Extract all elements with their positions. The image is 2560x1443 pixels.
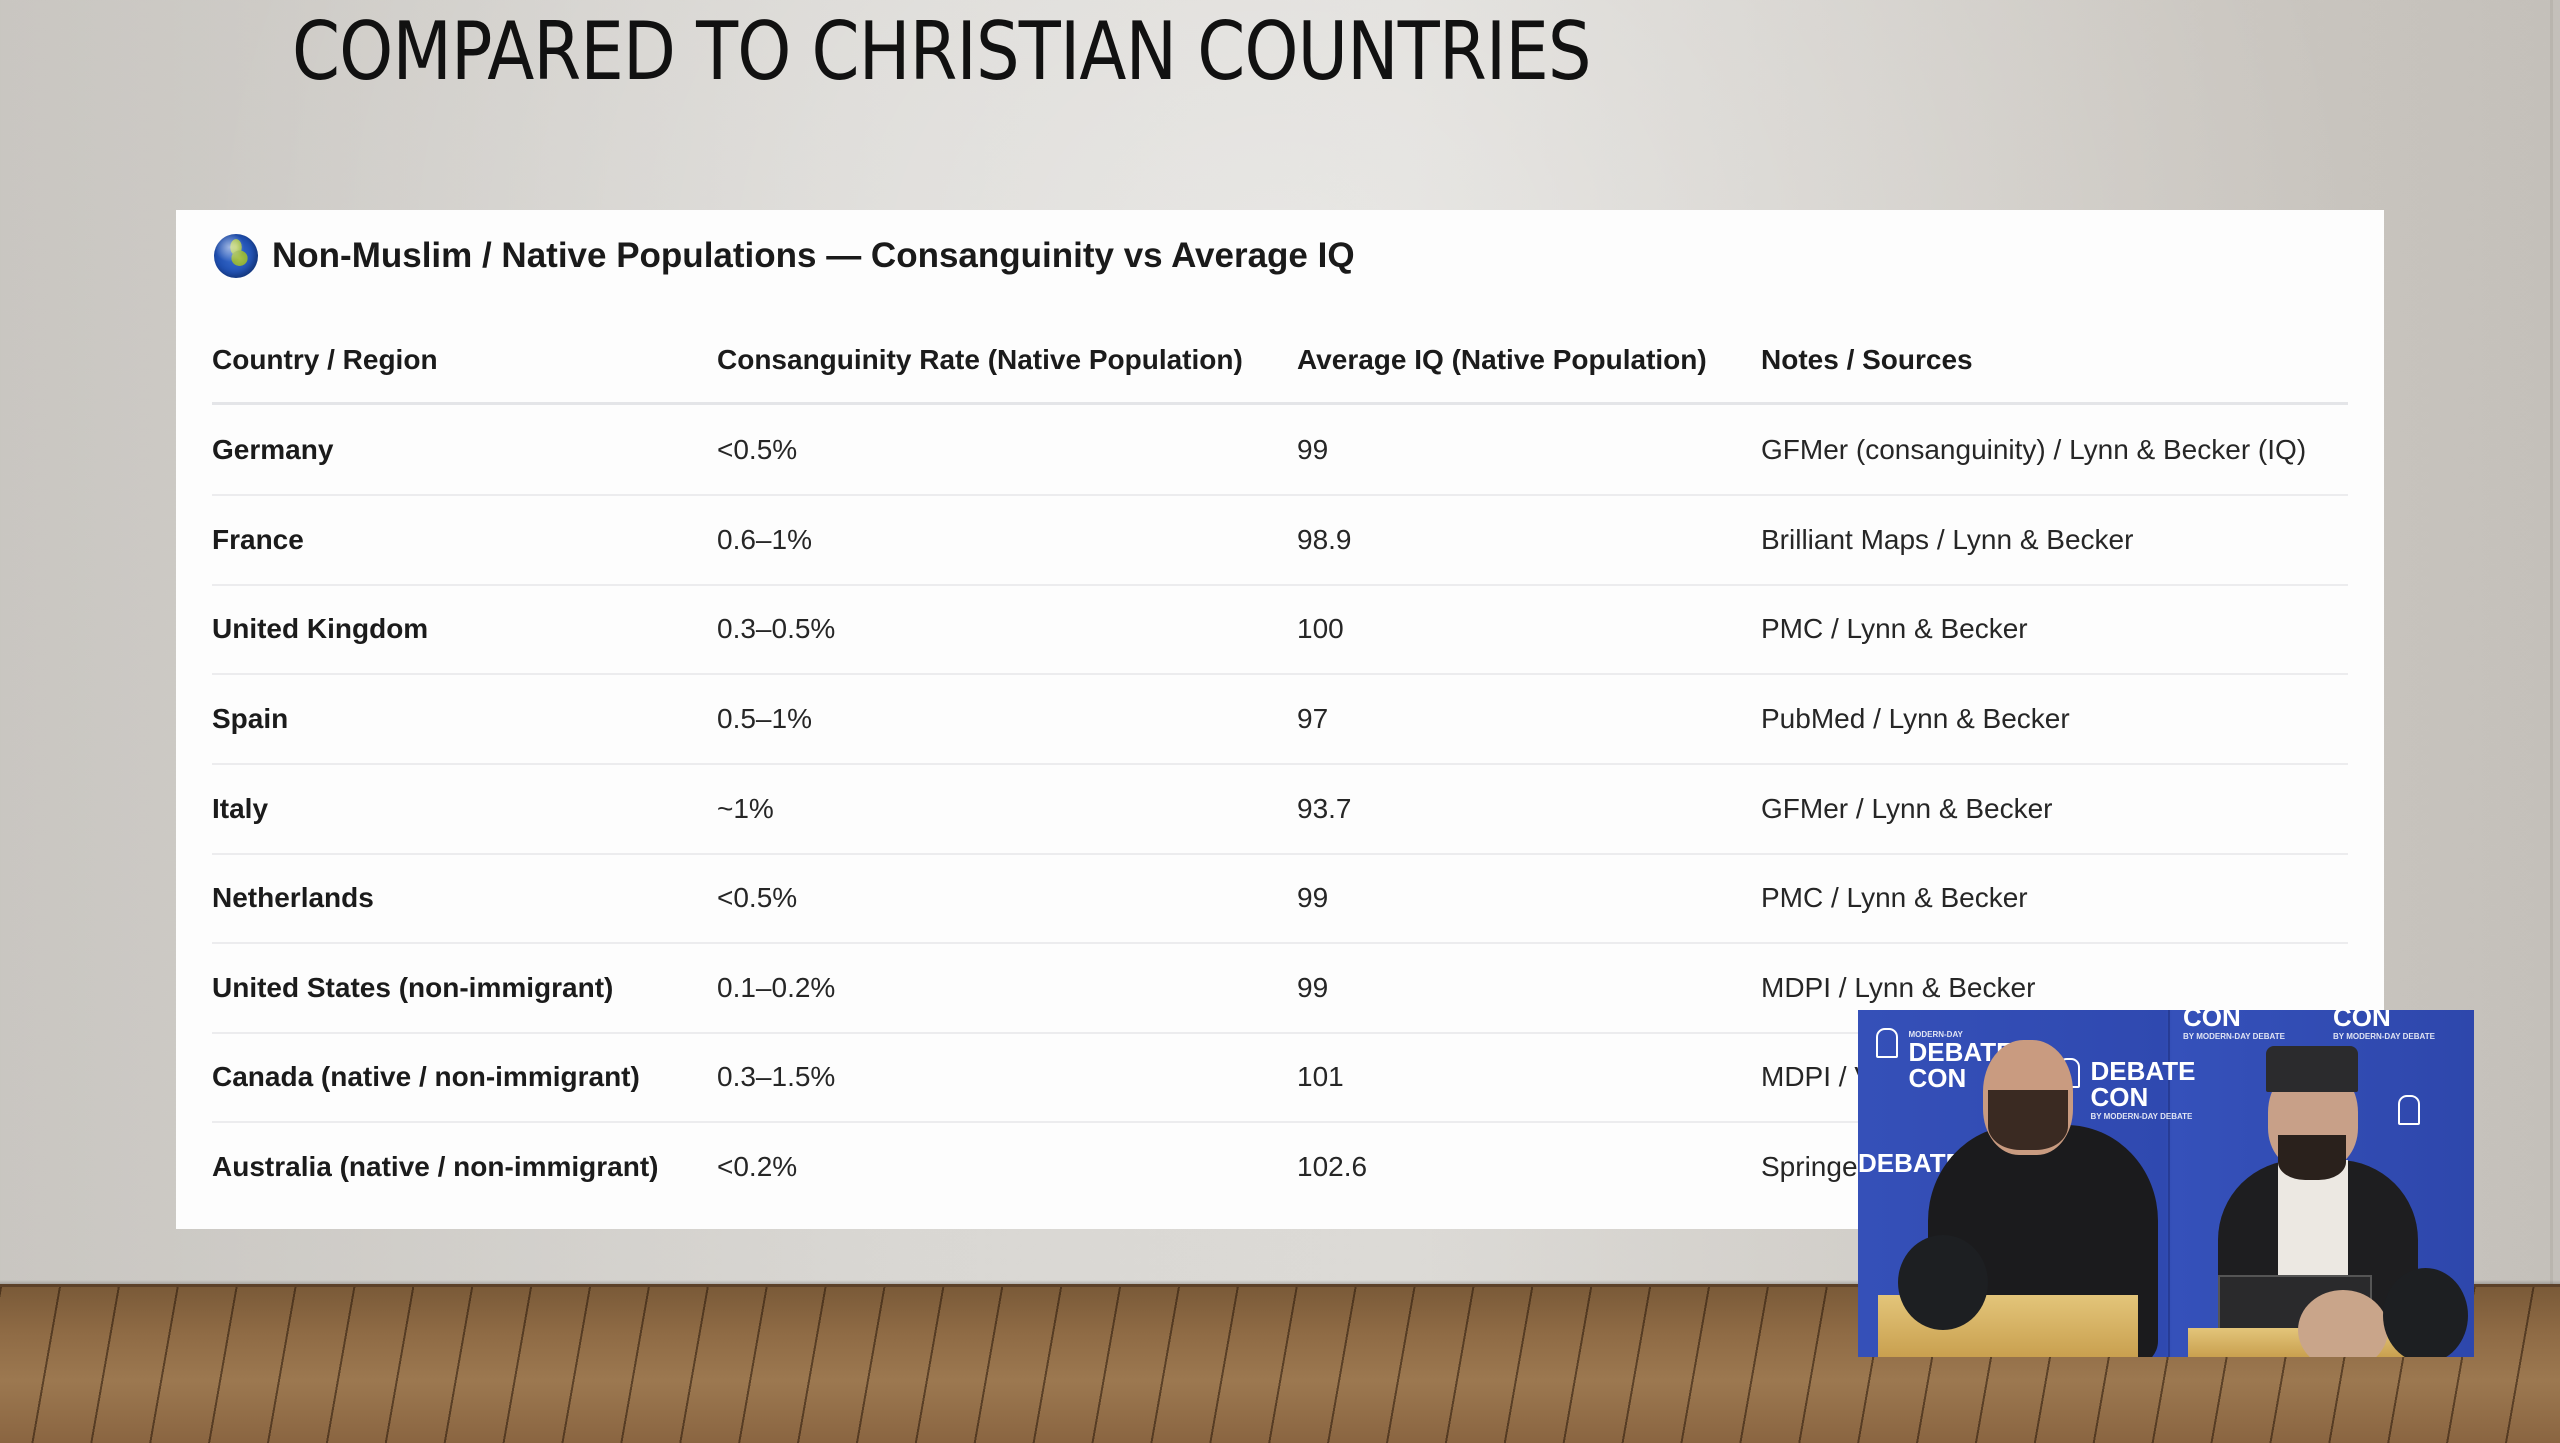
debatecon-logo: CON BY MODERN-DAY DEBATE xyxy=(2183,1010,2285,1041)
cell-country: United Kingdom xyxy=(212,613,429,644)
cell-country: United States (non-immigrant) xyxy=(212,972,614,1003)
cell-notes: MDPI / Lynn & Becker xyxy=(1761,972,2036,1003)
cell-iq: 97 xyxy=(1297,703,1329,734)
table-row-spain: Spain 0.5–1% 97 PubMed / Lynn & Becker xyxy=(212,674,2348,765)
table-header-row: Country / Region Consanguinity Rate (Nat… xyxy=(212,338,2348,405)
globe-icon xyxy=(214,234,258,278)
cell-notes: GFMer / Lynn & Becker xyxy=(1761,793,2053,824)
cell-consanguinity: 0.3–1.5% xyxy=(717,1061,836,1092)
cell-iq: 99 xyxy=(1297,882,1329,913)
video-overlay-speakers: MODERN-DAY DEBATE CON DEBATE CON BY MODE… xyxy=(1858,1010,2474,1357)
cell-notes: PMC / Lynn & Becker xyxy=(1761,613,2028,644)
cell-iq: 102.6 xyxy=(1297,1151,1368,1182)
table-row-australia: Australia (native / non-immigrant) <0.2%… xyxy=(212,1122,2348,1211)
table-row-canada: Canada (native / non-immigrant) 0.3–1.5%… xyxy=(212,1032,2348,1123)
header-notes: Notes / Sources xyxy=(1761,344,1973,375)
cell-consanguinity: 0.6–1% xyxy=(717,524,812,555)
cell-country: Italy xyxy=(212,793,269,824)
video-split-divider xyxy=(2168,1010,2170,1357)
card-title-row: Non-Muslim / Native Populations — Consan… xyxy=(214,232,1355,280)
speaker-right-shirt xyxy=(2278,1160,2348,1280)
speaker-right-hat xyxy=(2266,1046,2358,1092)
cell-iq: 93.7 xyxy=(1297,793,1352,824)
cell-country: Spain xyxy=(212,703,289,734)
cell-consanguinity: <0.5% xyxy=(717,882,798,913)
table-row-netherlands: Netherlands <0.5% 99 PMC / Lynn & Becker xyxy=(212,853,2348,944)
table-row-united-kingdom: United Kingdom 0.3–0.5% 100 PMC / Lynn &… xyxy=(212,584,2348,675)
cell-consanguinity: ~1% xyxy=(717,793,774,824)
cell-iq: 99 xyxy=(1297,972,1329,1003)
table-row-italy: Italy ~1% 93.7 GFMer / Lynn & Becker xyxy=(212,764,2348,855)
cell-notes: Brilliant Maps / Lynn & Becker xyxy=(1761,524,2134,555)
header-country: Country / Region xyxy=(212,344,438,375)
audience-member xyxy=(2383,1268,2468,1357)
header-consanguinity: Consanguinity Rate (Native Population) xyxy=(717,344,1243,375)
cell-iq: 99 xyxy=(1297,434,1329,465)
table-row-united-states: United States (non-immigrant) 0.1–0.2% 9… xyxy=(212,943,2348,1034)
table-row-france: France 0.6–1% 98.9 Brilliant Maps / Lynn… xyxy=(212,495,2348,586)
cell-consanguinity: 0.1–0.2% xyxy=(717,972,836,1003)
cell-notes: PMC / Lynn & Becker xyxy=(1761,882,2028,913)
cell-country: Canada (native / non-immigrant) xyxy=(212,1061,640,1092)
cell-iq: 101 xyxy=(1297,1061,1344,1092)
slide-edge-rule xyxy=(2550,0,2553,1285)
speaker-right-beard xyxy=(2278,1135,2346,1180)
slide-title: COMPARED TO CHRISTIAN COUNTRIES xyxy=(292,5,1592,98)
debatecon-logo xyxy=(2398,1095,2426,1125)
header-iq: Average IQ (Native Population) xyxy=(1297,344,1707,375)
cell-country: Netherlands xyxy=(212,882,374,913)
cell-consanguinity: <0.5% xyxy=(717,434,798,465)
cell-country: Germany xyxy=(212,434,334,465)
cell-iq: 100 xyxy=(1297,613,1344,644)
cell-country: Australia (native / non-immigrant) xyxy=(212,1151,659,1182)
cell-notes: GFMer (consanguinity) / Lynn & Becker (I… xyxy=(1761,434,2307,465)
debatecon-logo: CON BY MODERN-DAY DEBATE xyxy=(2333,1010,2435,1041)
debatecon-logo: DEBATE CON BY MODERN-DAY DEBATE xyxy=(2058,1058,2195,1121)
cell-consanguinity: <0.2% xyxy=(717,1151,798,1182)
md-logo-icon xyxy=(2398,1095,2420,1125)
audience-member xyxy=(2298,1290,2388,1357)
cell-notes: PubMed / Lynn & Becker xyxy=(1761,703,2070,734)
cell-notes: MDPI / V xyxy=(1761,1061,1874,1092)
md-logo-icon xyxy=(1876,1028,1898,1058)
speaker-left-beard xyxy=(1988,1090,2068,1150)
cell-consanguinity: 0.5–1% xyxy=(717,703,812,734)
cell-consanguinity: 0.3–0.5% xyxy=(717,613,836,644)
cell-notes: Springe xyxy=(1761,1151,1858,1182)
audience-member xyxy=(1898,1235,1988,1330)
table-row-germany: Germany <0.5% 99 GFMer (consanguinity) /… xyxy=(212,405,2348,496)
cell-iq: 98.9 xyxy=(1297,524,1352,555)
card-title: Non-Muslim / Native Populations — Consan… xyxy=(272,236,1355,275)
cell-country: France xyxy=(212,524,304,555)
